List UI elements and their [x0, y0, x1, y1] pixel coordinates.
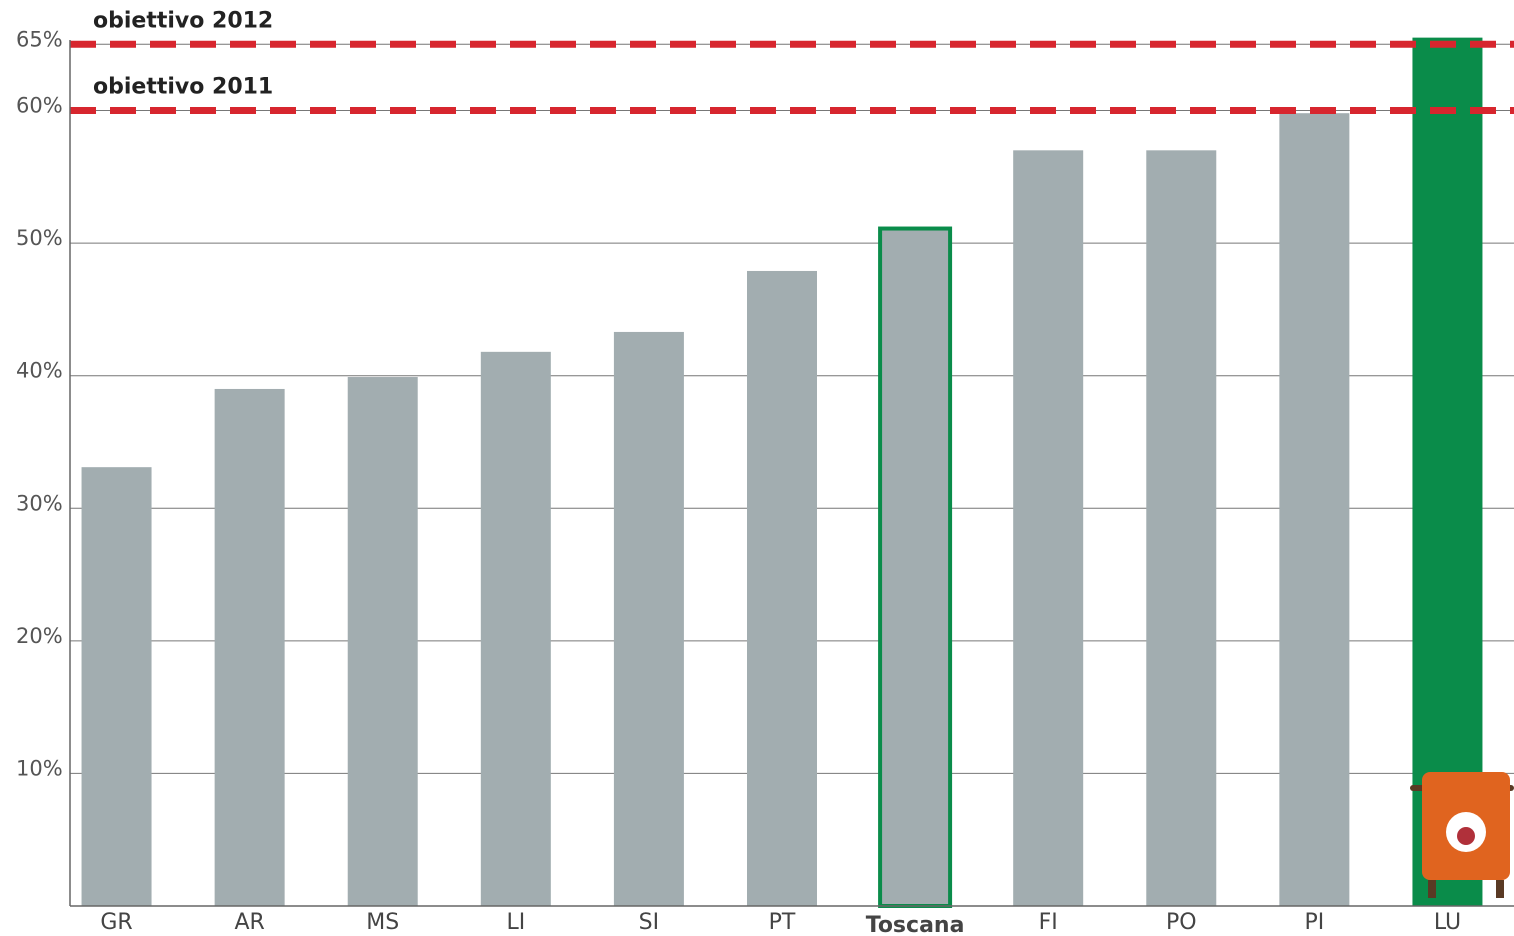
y-tick-label: 50% [16, 226, 63, 250]
bin-leg [1496, 880, 1504, 898]
reference-lines [70, 40, 1514, 115]
bin-logo-fruit [1457, 827, 1475, 845]
x-tick-label: LU [1434, 910, 1461, 935]
y-tick-label: 60% [16, 94, 63, 118]
bin-icon [1410, 772, 1514, 898]
bar [81, 467, 152, 906]
x-tick-label: MS [366, 910, 399, 935]
x-tick-label: SI [639, 910, 659, 935]
x-tick-label: PT [769, 910, 796, 935]
bar [1013, 150, 1084, 906]
bar [613, 331, 684, 906]
bar [1279, 113, 1350, 907]
bar [747, 270, 817, 906]
x-tick-label: PI [1304, 910, 1324, 935]
y-tick-label: 10% [16, 756, 63, 780]
x-tick-label: AR [234, 910, 264, 935]
y-tick-label: 30% [16, 491, 63, 515]
x-tick-label: Toscana [866, 913, 965, 936]
bar [878, 226, 953, 908]
y-tick-label: 40% [16, 359, 63, 383]
bar [1146, 150, 1217, 906]
bar [480, 351, 551, 906]
bar [1412, 37, 1483, 907]
x-tick-label: LI [506, 910, 525, 935]
bars [81, 37, 1483, 908]
y-tick-label: 65% [16, 27, 63, 51]
reference-label: obiettivo 2012 [93, 8, 273, 33]
labels: 10% 20% 30% 40% 50% 60% 65% obiettivo 2012 obiet… [16, 8, 1461, 936]
x-tick-label: PO [1166, 910, 1197, 935]
y-tick-label: 20% [16, 624, 63, 648]
x-tick-label: GR [100, 910, 132, 935]
bar [214, 388, 285, 906]
x-tick-label: FI [1039, 910, 1058, 935]
bar [347, 377, 418, 907]
bin-leg [1428, 880, 1436, 898]
reference-label: obiettivo 2011 [93, 75, 273, 100]
